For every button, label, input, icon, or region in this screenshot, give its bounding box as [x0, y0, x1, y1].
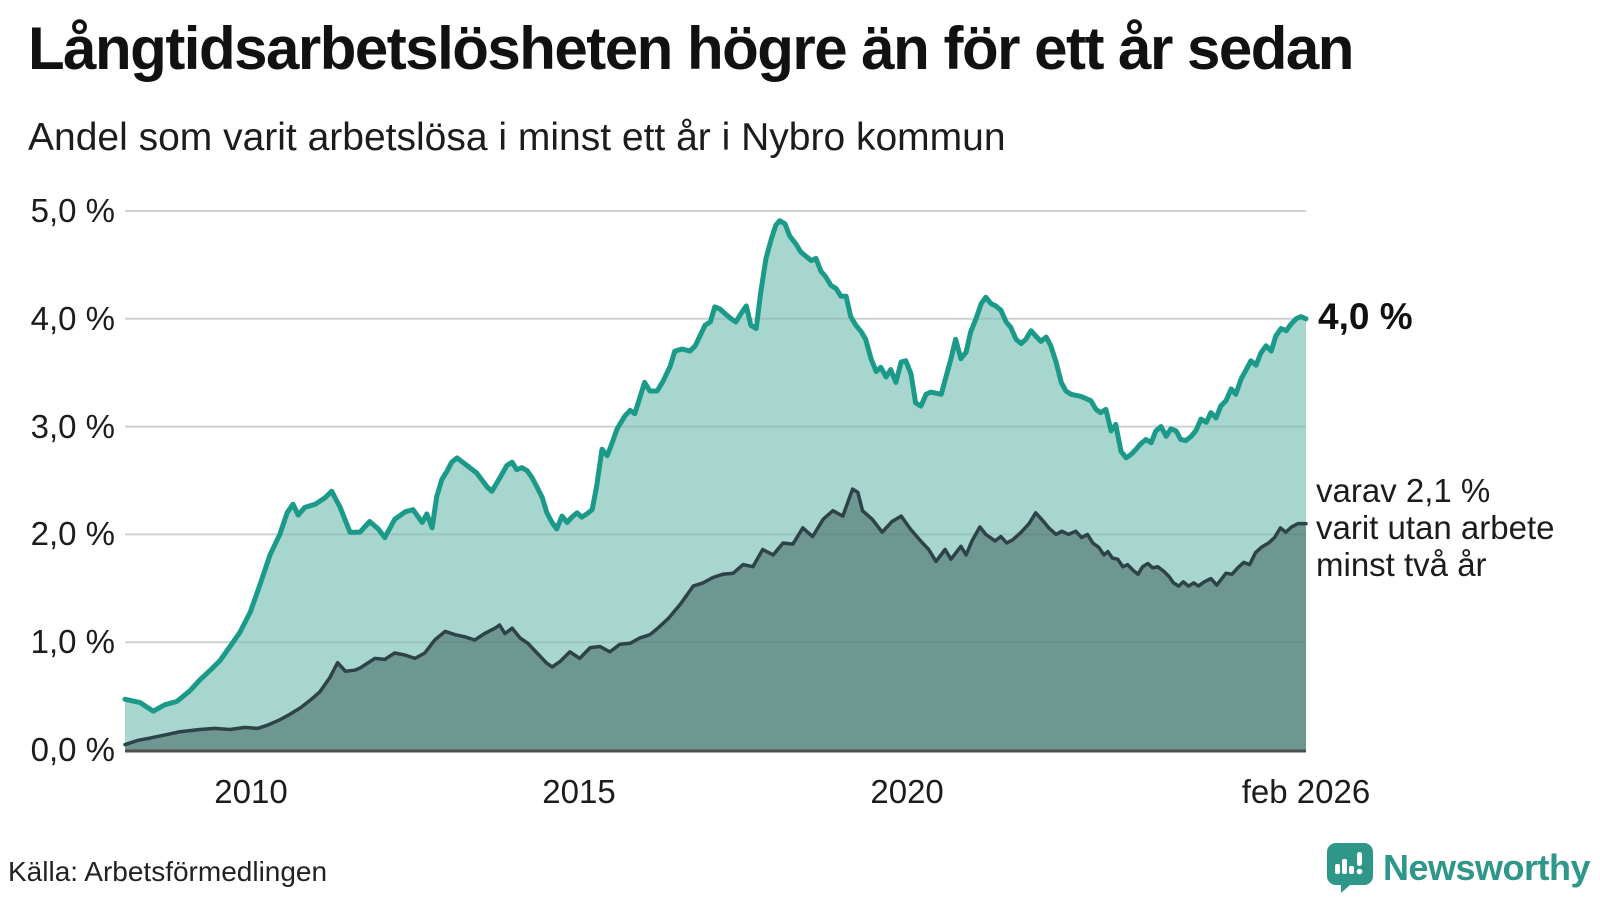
series2-annotation-line3: minst två år [1316, 546, 1487, 583]
source-attribution: Källa: Arbetsförmedlingen [8, 856, 328, 887]
x-tick-label: 2015 [542, 773, 616, 810]
series2-annotation-line1: varav 2,1 % [1316, 472, 1491, 509]
y-tick-label: 2,0 % [30, 515, 115, 553]
y-tick-label: 4,0 % [30, 299, 115, 337]
y-tick-label: 3,0 % [30, 407, 115, 445]
y-tick-label: 1,0 % [30, 623, 115, 661]
y-tick-label: 5,0 % [30, 192, 115, 229]
series2-annotation-line2: varit utan arbete [1316, 509, 1555, 546]
bar-chart-speech-bubble-icon [1326, 843, 1373, 893]
series2-annotation: varav 2,1 % varit utan arbete minst två … [1316, 472, 1554, 583]
page-title: Långtidsarbetslösheten högre än för ett … [28, 15, 1354, 82]
x-tick-label: 2020 [870, 773, 944, 810]
chart-subtitle: Andel som varit arbetslösa i minst ett å… [28, 116, 1006, 159]
x-tick-label: feb 2026 [1241, 773, 1371, 810]
x-tick-label: 2010 [214, 773, 288, 810]
newsworthy-wordmark: Newsworthy [1382, 847, 1591, 888]
y-tick-label: 0,0 % [30, 731, 115, 768]
newsworthy-logo: Newsworthy [1326, 842, 1591, 894]
series1-end-value-label: 4,0 % [1318, 296, 1413, 337]
